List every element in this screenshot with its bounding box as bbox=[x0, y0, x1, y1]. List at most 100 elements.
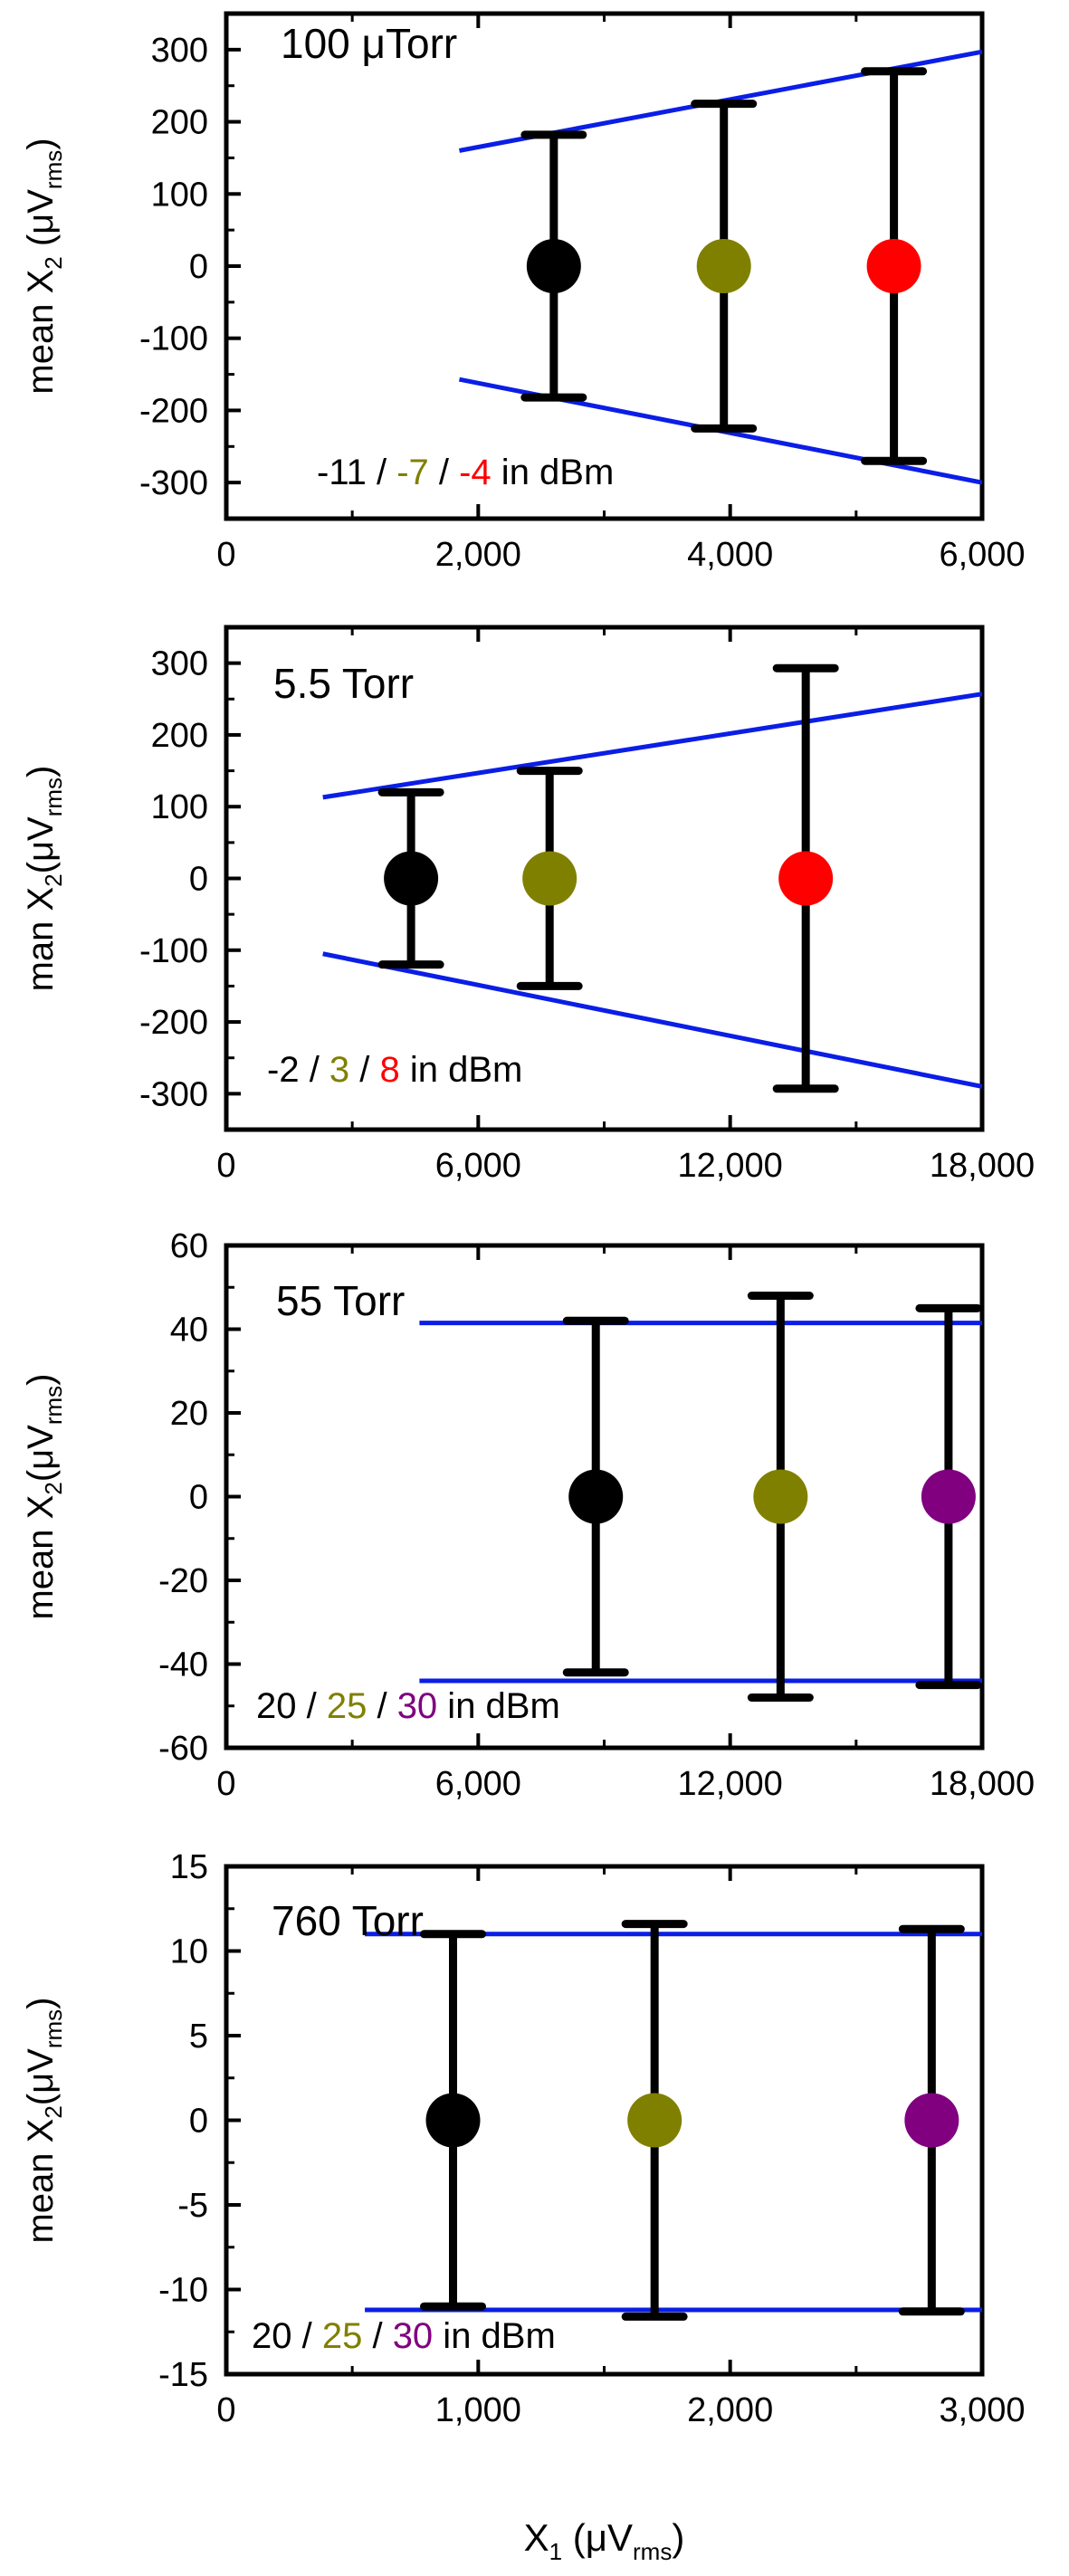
annotation-segment: 25 bbox=[327, 1686, 367, 1726]
y-tick-label: 20 bbox=[170, 1395, 208, 1433]
lower-bound-line bbox=[322, 951, 982, 1089]
annotation-segment: / bbox=[297, 1686, 327, 1726]
annotation-segment: / bbox=[367, 1686, 396, 1726]
x-tick-label: 0 bbox=[216, 1147, 235, 1185]
annotation-segment: in dBm bbox=[437, 1686, 560, 1726]
annotation-segment: 8 bbox=[380, 1050, 400, 1090]
x-tick-label: 0 bbox=[216, 1765, 235, 1803]
panel-1: 0 2,000 4,000 6,000 -300 -200 -100 0 100 200 300 10… bbox=[21, 11, 1026, 574]
x-axis-label-part: X bbox=[524, 2516, 549, 2559]
annotation-segment: / bbox=[349, 1050, 379, 1090]
annotation-segment: 30 bbox=[397, 1686, 438, 1726]
annotation-segment: 20 bbox=[252, 2316, 292, 2356]
data-point-1 bbox=[568, 1469, 624, 1524]
x-tick-label: 18,000 bbox=[930, 1147, 1035, 1185]
upper-bound-line bbox=[322, 692, 982, 800]
panel-title: 5.5 Torr bbox=[273, 660, 414, 707]
annotation-segment: -7 bbox=[396, 453, 429, 492]
x-tick-label: 12,000 bbox=[678, 1147, 783, 1185]
y-tick-label: 40 bbox=[170, 1312, 208, 1350]
annotation-segment: 25 bbox=[322, 2316, 363, 2356]
data-point-2 bbox=[753, 1469, 808, 1524]
y-axis-label-part: ) bbox=[21, 766, 61, 778]
x-tick-label: 3,000 bbox=[939, 2391, 1025, 2429]
data-point-1 bbox=[526, 239, 581, 293]
x-tick-label: 0 bbox=[216, 2391, 235, 2429]
y-axis-label: man X2(μVrms) bbox=[21, 766, 67, 992]
x-tick-label: 1,000 bbox=[435, 2391, 521, 2429]
y-tick-label: 0 bbox=[189, 1479, 208, 1517]
data-point-3 bbox=[921, 1469, 976, 1524]
x-tick-label: 0 bbox=[216, 536, 235, 574]
y-axis-label-part: mean X bbox=[21, 1495, 61, 1620]
annotation-segment: 20 bbox=[256, 1686, 297, 1726]
y-axis-label-part: ) bbox=[21, 1997, 61, 2008]
y-axis-label-part: rms bbox=[40, 150, 67, 189]
x-tick-label: 2,000 bbox=[435, 536, 521, 574]
x-axis-label: X1 (μVrms) bbox=[524, 2516, 685, 2565]
data-point-2 bbox=[627, 2093, 682, 2148]
x-tick-label: 4,000 bbox=[687, 536, 773, 574]
data-point-2 bbox=[696, 239, 751, 293]
annotation-segment: -2 bbox=[267, 1050, 300, 1090]
y-axis-label-part: 2 bbox=[40, 2105, 67, 2118]
y-axis-label-part: 2 bbox=[40, 1482, 67, 1494]
data-point-3 bbox=[778, 851, 834, 906]
y-tick-label: -40 bbox=[158, 1646, 208, 1684]
data-point-2 bbox=[522, 851, 577, 906]
power-annotation: 20 / 25 / 30 in dBm bbox=[256, 1686, 560, 1726]
data-point-3 bbox=[904, 2093, 959, 2148]
x-axis-label-part: ) bbox=[672, 2516, 684, 2559]
y-tick-label: -200 bbox=[139, 392, 208, 430]
annotation-segment: / bbox=[292, 2316, 322, 2356]
y-tick-label: 100 bbox=[151, 176, 208, 214]
y-axis-label-part: ) bbox=[21, 138, 61, 149]
x-tick-label: 6,000 bbox=[435, 1147, 521, 1185]
y-axis-label-part: ) bbox=[21, 1373, 61, 1385]
y-tick-label: -200 bbox=[139, 1004, 208, 1042]
x-axis-label-part: 1 bbox=[549, 2538, 562, 2565]
y-axis-label-part: 2 bbox=[40, 256, 67, 269]
y-axis-label-part: (μV bbox=[21, 189, 61, 256]
y-tick-label: 10 bbox=[170, 1933, 208, 1971]
y-tick-label: -100 bbox=[139, 320, 208, 358]
y-tick-label: -300 bbox=[139, 464, 208, 502]
y-tick-label: 15 bbox=[170, 1848, 208, 1886]
x-tick-label: 2,000 bbox=[687, 2391, 773, 2429]
x-axis-label-part: rms bbox=[633, 2538, 672, 2565]
annotation-segment: -11 bbox=[317, 453, 367, 492]
y-tick-label: -10 bbox=[158, 2272, 208, 2310]
panel-title: 100 μTorr bbox=[281, 20, 457, 67]
y-tick-label: 0 bbox=[189, 248, 208, 286]
y-tick-label: 200 bbox=[151, 717, 208, 755]
y-axis-label-part: rms bbox=[40, 1386, 67, 1425]
panel-title: 55 Torr bbox=[276, 1277, 405, 1324]
y-axis-label: mean X2 (μVrms) bbox=[21, 138, 67, 394]
power-annotation: -11 / -7 / -4 in dBm bbox=[317, 453, 614, 492]
annotation-segment: -4 bbox=[459, 453, 492, 492]
annotation-segment: in dBm bbox=[400, 1050, 523, 1090]
power-annotation: 20 / 25 / 30 in dBm bbox=[252, 2316, 556, 2356]
y-axis-label-part: man X bbox=[21, 887, 61, 992]
y-axis-label-part: mean X bbox=[21, 270, 61, 395]
y-tick-label: -15 bbox=[158, 2356, 208, 2394]
y-axis-label: mean X2(μVrms) bbox=[21, 1997, 67, 2243]
y-tick-label: 0 bbox=[189, 2103, 208, 2141]
x-tick-label: 6,000 bbox=[939, 536, 1025, 574]
annotation-segment: / bbox=[300, 1050, 329, 1090]
y-axis-label-part: 2 bbox=[40, 873, 67, 886]
annotation-segment: 30 bbox=[393, 2316, 434, 2356]
y-tick-label: 300 bbox=[151, 645, 208, 683]
panel-3: 0 6,000 12,000 18,000 -60 -40 -20 0 20 40 60 55 Tor… bbox=[21, 1227, 1035, 1803]
panel-4: 0 1,000 2,000 3,000 -15 -10 -5 0 5 10 15 760 Torr 20… bbox=[21, 1848, 1026, 2565]
y-tick-label: -300 bbox=[139, 1075, 208, 1113]
y-tick-label: -5 bbox=[177, 2187, 208, 2225]
y-axis-label-part: (μV bbox=[21, 2048, 61, 2105]
data-point-3 bbox=[866, 239, 921, 293]
y-tick-label: 300 bbox=[151, 32, 208, 70]
y-tick-label: -100 bbox=[139, 932, 208, 970]
power-annotation: -2 / 3 / 8 in dBm bbox=[267, 1050, 522, 1090]
y-tick-label: -20 bbox=[158, 1562, 208, 1600]
x-axis-label-part: (μV bbox=[562, 2516, 633, 2559]
x-tick-label: 18,000 bbox=[930, 1765, 1035, 1803]
